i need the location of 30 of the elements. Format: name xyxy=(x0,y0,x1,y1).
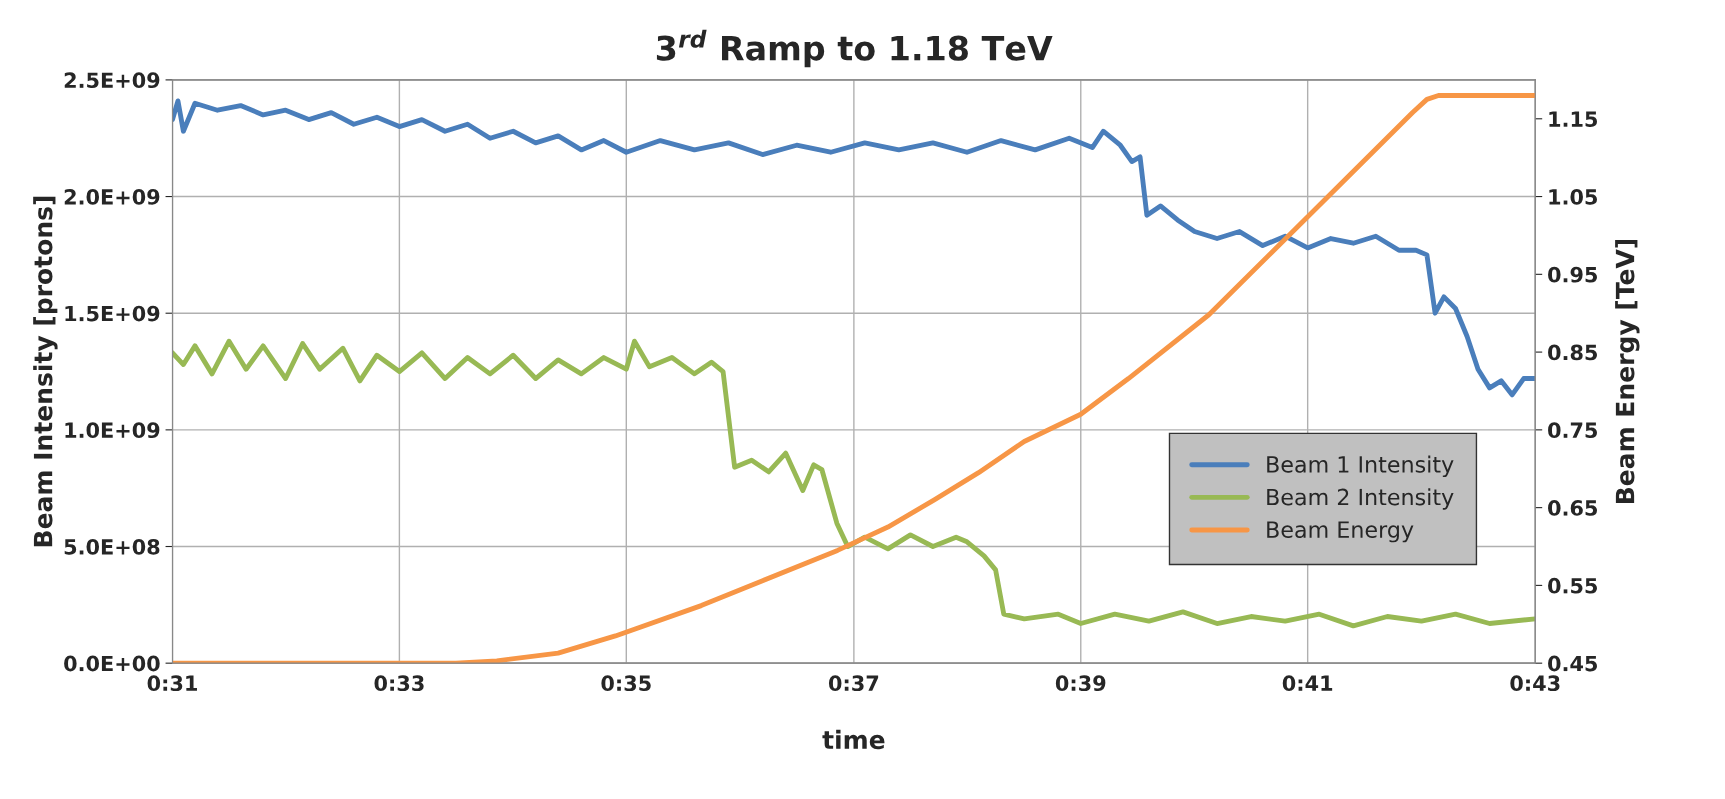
y2-axis-title: Beam Energy [TeV] xyxy=(1615,239,1640,504)
legend-label: Beam 2 Intensity xyxy=(1267,488,1454,510)
x-tick-label: 0:35 xyxy=(601,675,651,692)
x-tick-label: 0:41 xyxy=(1282,675,1333,692)
y2-tick-label: 0.55 xyxy=(1548,577,1597,594)
y2-tick-label: 0.45 xyxy=(1548,655,1597,672)
y-tick-label: 2.0E+09 xyxy=(64,189,160,205)
y2-tick-label: 1.05 xyxy=(1549,189,1597,205)
y-tick-label: 1.0E+09 xyxy=(65,422,160,439)
y2-tick-label: 1.15 xyxy=(1549,111,1597,127)
y2-tick-label: 0.85 xyxy=(1548,344,1597,361)
y-tick-label: 1.5E+09 xyxy=(65,305,160,322)
y-tick-label: 2.5E+09 xyxy=(64,72,160,89)
y2-tick-label: 0.75 xyxy=(1548,422,1597,439)
y-tick-label: 5.0E+08 xyxy=(64,538,160,555)
x-tick-label: 0:39 xyxy=(1055,675,1106,692)
x-axis-title: time xyxy=(822,729,885,750)
y-tick-label: 0.0E+00 xyxy=(64,655,160,672)
x-tick-label: 0:31 xyxy=(147,675,197,692)
x-tick-label: 0:33 xyxy=(374,675,424,692)
x-tick-label: 0:43 xyxy=(1510,675,1560,692)
y2-tick-label: 0.65 xyxy=(1548,500,1597,516)
y2-tick-label: 0.95 xyxy=(1548,266,1597,283)
x-tick-label: 0:37 xyxy=(828,675,879,692)
legend-label: Beam Energy xyxy=(1267,521,1414,543)
line-series xyxy=(172,338,1536,629)
chart-title: 3$^{rd}$ Ramp to 1.18 TeV xyxy=(656,29,1053,68)
y-axis-title: Beam Intensity [protons] xyxy=(33,196,58,547)
legend-label: Beam 1 Intensity xyxy=(1267,455,1454,478)
line-series xyxy=(172,98,1536,398)
